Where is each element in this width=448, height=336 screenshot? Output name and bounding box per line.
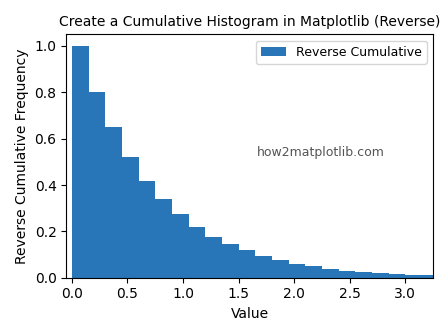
Bar bbox=[255, 256, 272, 278]
Y-axis label: Reverse Cumulative Frequency: Reverse Cumulative Frequency bbox=[15, 48, 29, 264]
Title: Create a Cumulative Histogram in Matplotlib (Reverse): Create a Cumulative Histogram in Matplot… bbox=[59, 15, 440, 29]
Text: how2matplotlib.com: how2matplotlib.com bbox=[257, 146, 385, 159]
Bar bbox=[405, 275, 422, 278]
Bar bbox=[222, 244, 239, 278]
Legend: Reverse Cumulative: Reverse Cumulative bbox=[256, 41, 427, 64]
Bar bbox=[322, 269, 339, 278]
Bar bbox=[122, 157, 138, 278]
Bar bbox=[138, 181, 155, 278]
Bar bbox=[89, 92, 105, 278]
Bar bbox=[355, 272, 372, 278]
Bar bbox=[205, 237, 222, 278]
Bar bbox=[339, 271, 355, 278]
Bar bbox=[422, 275, 439, 278]
Bar bbox=[239, 250, 255, 278]
Bar bbox=[189, 227, 205, 278]
Bar bbox=[155, 199, 172, 278]
Bar bbox=[439, 276, 448, 278]
Bar bbox=[372, 273, 389, 278]
Bar bbox=[172, 214, 189, 278]
Bar bbox=[72, 46, 89, 278]
Bar bbox=[105, 127, 122, 278]
Bar bbox=[272, 260, 289, 278]
Bar bbox=[306, 266, 322, 278]
Bar bbox=[389, 274, 405, 278]
X-axis label: Value: Value bbox=[231, 307, 269, 321]
Bar bbox=[289, 263, 306, 278]
